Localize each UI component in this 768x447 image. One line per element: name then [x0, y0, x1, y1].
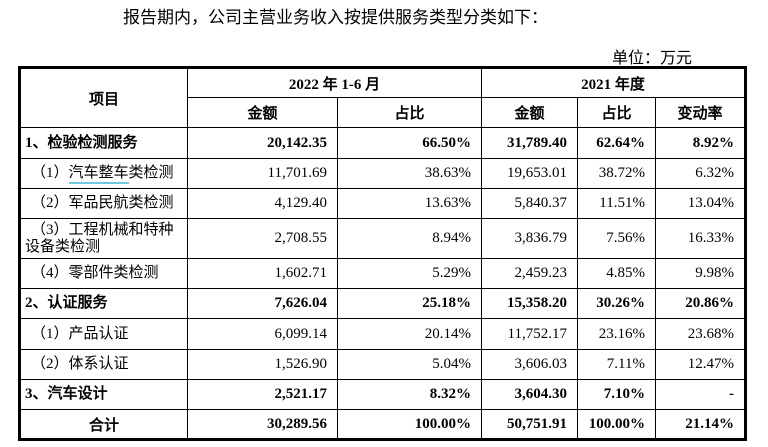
cell-amount-2021: 3,606.03 — [481, 349, 578, 380]
cell-amount-2022: 2,708.55 — [187, 218, 338, 259]
row-label-total: 合计 — [19, 409, 188, 440]
cell-change-rate: 6.32% — [655, 158, 746, 189]
cell-ratio-2021: 23.16% — [577, 318, 656, 350]
cell-change-rate: 12.47% — [655, 349, 746, 380]
column-header-period-2021: 2021 年度 — [481, 67, 746, 98]
cell-amount-2021: 31,789.40 — [481, 127, 578, 159]
row-label-line2: 设备类检测 — [25, 238, 101, 255]
intro-paragraph: 报告期内，公司主营业务收入按提供服务类型分类如下： — [123, 8, 548, 27]
cell-amount-2021: 15,358.20 — [481, 288, 578, 319]
cell-change-rate: 20.86% — [655, 288, 746, 319]
cell-ratio-2021: 100.00% — [577, 409, 656, 440]
column-header-amount-2021: 金额 — [481, 97, 578, 128]
cell-ratio-2021: 62.64% — [577, 127, 656, 159]
cell-ratio-2022: 100.00% — [337, 409, 482, 440]
cell-amount-2021: 3,604.30 — [481, 379, 578, 410]
table-row-military-civil-aviation-testing: （2）军品民航类检测 4,129.40 13.63% 5,840.37 11.5… — [19, 188, 746, 219]
cell-change-rate: 9.98% — [655, 258, 746, 289]
table-row-vehicle-testing: （1）汽车整车类检测 11,701.69 38.63% 19,653.01 38… — [19, 158, 746, 189]
cell-ratio-2022: 5.29% — [337, 258, 482, 289]
cell-amount-2021: 11,752.17 — [481, 318, 578, 350]
cell-ratio-2022: 8.32% — [337, 379, 482, 410]
cell-change-rate: 21.14% — [655, 409, 746, 440]
table-row-automotive-design: 3、汽车设计 2,521.17 8.32% 3,604.30 7.10% - — [19, 379, 746, 410]
column-header-item: 项目 — [19, 67, 188, 128]
row-label: （2）军品民航类检测 — [19, 188, 188, 219]
revenue-by-service-table: 项目 2022 年 1-6 月 2021 年度 金额 占比 金额 占比 变动率 … — [18, 66, 747, 441]
cell-amount-2022: 4,129.40 — [187, 188, 338, 219]
unit-label: 单位：万元 — [612, 50, 693, 67]
cell-ratio-2022: 5.04% — [337, 349, 482, 380]
cell-amount-2022: 6,099.14 — [187, 318, 338, 350]
column-header-change-rate: 变动率 — [655, 97, 746, 128]
cell-ratio-2021: 7.10% — [577, 379, 656, 410]
table-row-parts-testing: （4）零部件类检测 1,602.71 5.29% 2,459.23 4.85% … — [19, 258, 746, 289]
header-row-periods: 项目 2022 年 1-6 月 2021 年度 — [19, 67, 746, 128]
cell-amount-2021: 3,836.79 — [481, 218, 578, 259]
cell-amount-2021: 19,653.01 — [481, 158, 578, 189]
cell-amount-2022: 7,626.04 — [187, 288, 338, 319]
cell-change-rate: 23.68% — [655, 318, 746, 350]
cell-ratio-2022: 25.18% — [337, 288, 482, 319]
cell-amount-2021: 5,840.37 — [481, 188, 578, 219]
row-label: 3、汽车设计 — [19, 379, 188, 410]
row-label-suffix: 类检测 — [128, 165, 174, 181]
row-label: （4）零部件类检测 — [19, 258, 188, 289]
row-label: （2）体系认证 — [19, 349, 188, 380]
column-header-ratio-2022: 占比 — [337, 97, 482, 128]
row-label-prefix: （1） — [31, 165, 69, 181]
cell-amount-2022: 20,142.35 — [187, 127, 338, 159]
row-label-highlighted-term: 汽车整车 — [68, 165, 129, 184]
table-row-machinery-special-equipment-testing: （3）工程机械和特种 设备类检测 2,708.55 8.94% 3,836.79… — [19, 218, 746, 259]
header-row-metrics: 金额 占比 金额 占比 变动率 — [20, 97, 746, 128]
table-row-inspection-services: 1、检验检测服务 20,142.35 66.50% 31,789.40 62.6… — [19, 127, 746, 159]
cell-ratio-2021: 7.11% — [577, 349, 656, 380]
cell-ratio-2022: 13.63% — [337, 188, 482, 219]
column-header-period-2022: 2022 年 1-6 月 — [187, 67, 482, 98]
cell-ratio-2021: 7.56% — [577, 218, 656, 259]
cell-amount-2022: 11,701.69 — [187, 158, 338, 189]
table-row-certification-services: 2、认证服务 7,626.04 25.18% 15,358.20 30.26% … — [19, 288, 746, 319]
row-label: 1、检验检测服务 — [19, 127, 188, 159]
cell-ratio-2022: 66.50% — [337, 127, 482, 159]
row-label: （1）汽车整车类检测 — [19, 158, 188, 189]
cell-change-rate: 16.33% — [655, 218, 746, 259]
cell-amount-2021: 2,459.23 — [481, 258, 578, 289]
cell-amount-2021: 50,751.91 — [481, 409, 578, 440]
row-label: 2、认证服务 — [19, 288, 188, 319]
cell-amount-2022: 30,289.56 — [187, 409, 338, 440]
row-label: （1）产品认证 — [19, 318, 188, 350]
cell-change-rate: 13.04% — [655, 188, 746, 219]
cell-change-rate: - — [655, 379, 746, 410]
cell-amount-2022: 1,602.71 — [187, 258, 338, 289]
cell-ratio-2022: 38.63% — [337, 158, 482, 189]
cell-amount-2022: 1,526.90 — [187, 349, 338, 380]
column-header-amount-2022: 金额 — [187, 97, 338, 128]
cell-change-rate: 8.92% — [655, 127, 746, 159]
table-row-product-certification: （1）产品认证 6,099.14 20.14% 11,752.17 23.16%… — [19, 318, 746, 350]
cell-ratio-2021: 4.85% — [577, 258, 656, 289]
cell-ratio-2021: 11.51% — [577, 188, 656, 219]
column-header-ratio-2021: 占比 — [577, 97, 656, 128]
row-label: （3）工程机械和特种 设备类检测 — [19, 218, 188, 259]
cell-amount-2022: 2,521.17 — [187, 379, 338, 410]
cell-ratio-2021: 30.26% — [577, 288, 656, 319]
cell-ratio-2022: 20.14% — [337, 318, 482, 350]
cell-ratio-2022: 8.94% — [337, 218, 482, 259]
cell-ratio-2021: 38.72% — [577, 158, 656, 189]
table-row-system-certification: （2）体系认证 1,526.90 5.04% 3,606.03 7.11% 12… — [19, 349, 746, 380]
row-label-line1: （3）工程机械和特种 — [31, 221, 174, 238]
table-row-total: 合计 30,289.56 100.00% 50,751.91 100.00% 2… — [19, 409, 746, 440]
